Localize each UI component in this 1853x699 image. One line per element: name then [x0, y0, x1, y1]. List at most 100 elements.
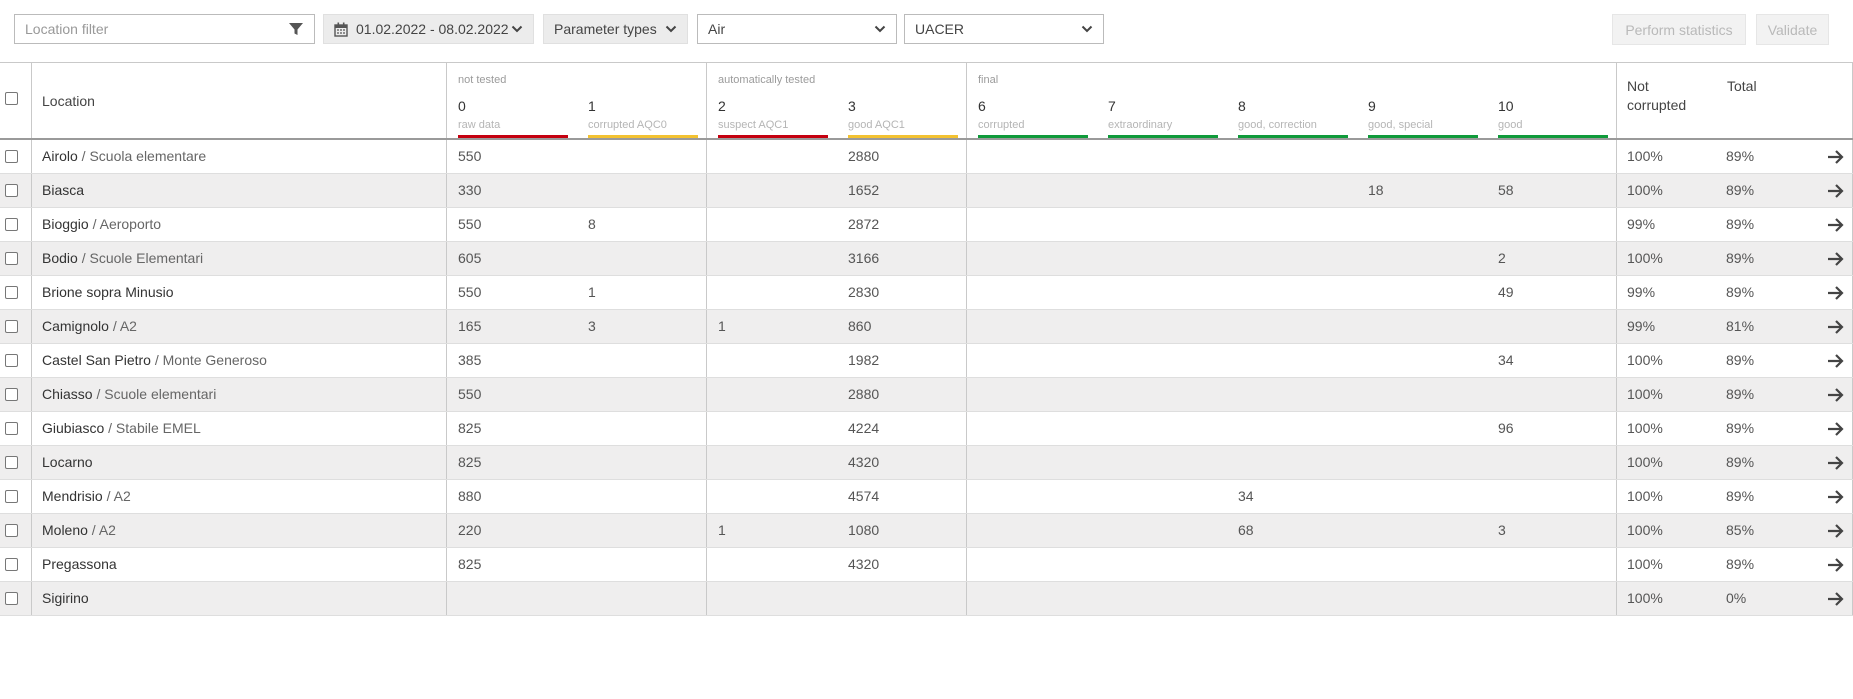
parameter-select[interactable]: UACER: [904, 14, 1104, 44]
row-checkbox[interactable]: [5, 150, 18, 163]
location-name: Locarno: [42, 454, 93, 470]
class-7-number: 7: [1108, 98, 1116, 114]
total-value: 89%: [1726, 182, 1755, 198]
row-checkbox[interactable]: [5, 218, 18, 231]
table-row[interactable]: Airolo / Scuola elementare 550 2880 100% 89%: [0, 140, 1853, 174]
location-name: Giubiasco / Stabile EMEL: [42, 420, 201, 436]
row-checkbox[interactable]: [5, 252, 18, 265]
location-name: Airolo / Scuola elementare: [42, 148, 207, 164]
location-name: Moleno / A2: [42, 522, 116, 538]
table-row[interactable]: Camignolo / A2 165 3 1 860 99% 81%: [0, 310, 1853, 344]
medium-select[interactable]: Air: [697, 14, 897, 44]
class-3-number: 3: [848, 98, 856, 114]
total-value: 89%: [1726, 386, 1755, 402]
class-3-count: 3166: [848, 250, 880, 266]
table-row[interactable]: Castel San Pietro / Monte Generoso 385 198…: [0, 344, 1853, 378]
location-filter-input[interactable]: Location filter: [14, 14, 315, 44]
date-range-picker[interactable]: 01.02.2022 - 08.02.2022: [323, 14, 534, 44]
table-row[interactable]: Moleno / A2 220 1 1080 68 3 100% 85%: [0, 514, 1853, 548]
total-value: 89%: [1726, 284, 1755, 300]
class-10-count: 58: [1498, 182, 1514, 198]
row-checkbox[interactable]: [5, 524, 18, 537]
class-10-number: 10: [1498, 98, 1514, 114]
location-name: Bioggio / Aeroporto: [42, 216, 162, 232]
class-0-count: 825: [458, 420, 482, 436]
table-row[interactable]: Brione sopra Minusio 550 1 2830 49 99% 89%: [0, 276, 1853, 310]
row-checkbox[interactable]: [5, 184, 18, 197]
arrow-right-icon[interactable]: [1827, 217, 1845, 236]
not-corrupted-value: 99%: [1627, 318, 1656, 334]
class-1-count: 8: [588, 216, 596, 232]
class-8-count: 34: [1238, 488, 1254, 504]
table-row[interactable]: Locarno 825 4320 100% 89%: [0, 446, 1853, 480]
parameter-types-dropdown[interactable]: Parameter types: [543, 14, 688, 44]
arrow-right-icon[interactable]: [1827, 523, 1845, 542]
class-0-color-bar: [458, 135, 568, 138]
row-checkbox[interactable]: [5, 354, 18, 367]
row-checkbox[interactable]: [5, 592, 18, 605]
table-row[interactable]: Sigirino 100% 0%: [0, 582, 1853, 616]
class-6-number: 6: [978, 98, 986, 114]
row-checkbox[interactable]: [5, 388, 18, 401]
class-3-count: 2880: [848, 148, 880, 164]
not-corrupted-value: 100%: [1627, 352, 1663, 368]
final-group-label: final: [978, 74, 999, 86]
class-3-count: 4320: [848, 454, 880, 470]
not-corrupted-header[interactable]: Not corrupted: [1627, 77, 1686, 115]
arrow-right-icon[interactable]: [1827, 557, 1845, 576]
table-row[interactable]: Biasca 330 1652 18 58 100% 89%: [0, 174, 1853, 208]
arrow-right-icon[interactable]: [1827, 455, 1845, 474]
chevron-down-icon: [665, 25, 677, 33]
arrow-right-icon[interactable]: [1827, 387, 1845, 406]
select-all-checkbox[interactable]: [5, 92, 18, 105]
table-row[interactable]: Giubiasco / Stabile EMEL 825 4224 96 100% 89%: [0, 412, 1853, 446]
row-checkbox[interactable]: [5, 320, 18, 333]
perform-statistics-button[interactable]: Perform statistics: [1612, 14, 1746, 45]
not-corrupted-value: 100%: [1627, 182, 1663, 198]
table-row[interactable]: Bodio / Scuole Elementari 605 3166 2 100% 89%: [0, 242, 1853, 276]
not-corrupted-value: 100%: [1627, 488, 1663, 504]
table-row[interactable]: Mendrisio / A2 880 4574 34 100% 89%: [0, 480, 1853, 514]
chevron-down-icon: [874, 25, 886, 33]
chevron-down-icon: [1081, 25, 1093, 33]
class-1-count: 1: [588, 284, 596, 300]
class-0-number: 0: [458, 98, 466, 114]
table-row[interactable]: Chiasso / Scuole elementari 550 2880 100% 89…: [0, 378, 1853, 412]
arrow-right-icon[interactable]: [1827, 183, 1845, 202]
arrow-right-icon[interactable]: [1827, 285, 1845, 304]
class-0-count: 550: [458, 216, 482, 232]
not-corrupted-value: 100%: [1627, 250, 1663, 266]
arrow-right-icon[interactable]: [1827, 251, 1845, 270]
table-row[interactable]: Bioggio / Aeroporto 550 8 2872 99% 89%: [0, 208, 1853, 242]
validation-table: Location not tested automatically tested…: [0, 62, 1853, 616]
class-9-color-bar: [1368, 135, 1478, 138]
total-value: 89%: [1726, 556, 1755, 572]
arrow-right-icon[interactable]: [1827, 421, 1845, 440]
arrow-right-icon[interactable]: [1827, 489, 1845, 508]
location-name: Sigirino: [42, 590, 89, 606]
total-header[interactable]: Total: [1727, 78, 1757, 94]
arrow-right-icon[interactable]: [1827, 319, 1845, 338]
location-name: Bodio / Scuole Elementari: [42, 250, 204, 266]
class-0-count: 550: [458, 284, 482, 300]
class-10-count: 49: [1498, 284, 1514, 300]
class-0-count: 165: [458, 318, 482, 334]
row-checkbox[interactable]: [5, 286, 18, 299]
arrow-right-icon[interactable]: [1827, 591, 1845, 610]
validate-button[interactable]: Validate: [1756, 14, 1829, 45]
table-row[interactable]: Pregassona 825 4320 100% 89%: [0, 548, 1853, 582]
row-checkbox[interactable]: [5, 422, 18, 435]
not-corrupted-value: 100%: [1627, 522, 1663, 538]
class-0-count: 550: [458, 148, 482, 164]
arrow-right-icon[interactable]: [1827, 353, 1845, 372]
not-corrupted-value: 100%: [1627, 590, 1663, 606]
arrow-right-icon[interactable]: [1827, 149, 1845, 168]
filter-icon[interactable]: [288, 21, 304, 37]
class-8-label: good, correction: [1238, 119, 1317, 131]
row-checkbox[interactable]: [5, 558, 18, 571]
row-checkbox[interactable]: [5, 490, 18, 503]
location-header[interactable]: Location: [42, 93, 95, 109]
chevron-down-icon: [511, 25, 523, 33]
class-10-count: 2: [1498, 250, 1506, 266]
row-checkbox[interactable]: [5, 456, 18, 469]
